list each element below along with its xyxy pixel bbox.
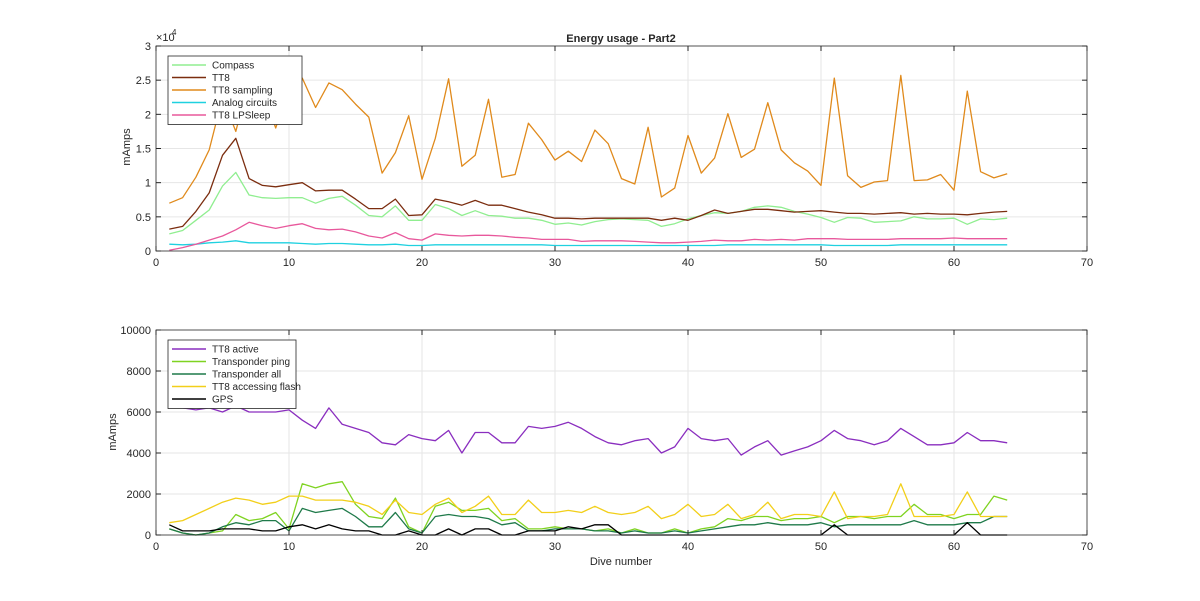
legend-label: TT8	[212, 73, 230, 84]
series-line-analog-circuits	[169, 240, 1008, 247]
series-line-compass	[169, 171, 1008, 235]
legend-label: Transponder all	[212, 370, 281, 381]
x-tick-label: 70	[1081, 541, 1093, 553]
x-tick-label: 20	[416, 541, 428, 553]
bottom-y-axis-label: mAmps	[107, 413, 119, 451]
y-exponent-power: 4	[172, 28, 177, 37]
plot-frame	[155, 329, 1088, 536]
x-axis-label: Dive number	[590, 556, 653, 568]
series-line-tt8-active	[169, 405, 1008, 456]
bottom-axes: 0 10 20 30 40 50 60 70 0 2000 4000 6000 8000 10000	[120, 325, 1093, 553]
legend-label: TT8 LPSleep	[212, 111, 271, 122]
x-tick-label: 40	[682, 541, 694, 553]
y-tick-label: 0	[145, 246, 151, 258]
x-tick-label: 70	[1081, 257, 1093, 269]
y-tick-label: 2.5	[136, 75, 151, 87]
energy-usage-bottom-plot: 0 10 20 30 40 50 60 70 0 2000 4000 6000 8000 10000 mA…	[107, 325, 1093, 568]
legend-label: TT8 accessing flash	[212, 382, 301, 393]
x-tick-label: 0	[153, 257, 159, 269]
x-tick-label: 60	[948, 541, 960, 553]
energy-usage-top-plot: 0 10 20 30 40 50 60 70 0 0.5 1 1.5 2 2.5 3 Energy usag…	[121, 28, 1093, 269]
y-tick-label: 6000	[127, 407, 151, 419]
x-tick-label: 10	[283, 541, 295, 553]
x-tick-label: 60	[948, 257, 960, 269]
x-tick-label: 30	[549, 257, 561, 269]
x-tick-label: 40	[682, 257, 694, 269]
series-line-tt8-sampling	[169, 74, 1008, 204]
x-tick-label: 0	[153, 541, 159, 553]
y-tick-label: 2	[145, 109, 151, 121]
y-tick-label: 1	[145, 178, 151, 190]
legend-label: Analog circuits	[212, 98, 277, 109]
chart-title: Energy usage - Part2	[566, 33, 675, 45]
top-axes: 0 10 20 30 40 50 60 70 0 0.5 1 1.5 2 2.5 3	[136, 41, 1093, 269]
y-tick-label: 0.5	[136, 212, 151, 224]
y-tick-label: 4000	[127, 448, 151, 460]
series-line-tt8-accessing-flash	[169, 483, 1008, 524]
x-tick-label: 30	[549, 541, 561, 553]
y-tick-label: 0	[145, 530, 151, 542]
y-tick-label: 3	[145, 41, 151, 53]
top-y-exponent: ×10 4	[156, 28, 177, 44]
legend-label: TT8 sampling	[212, 86, 273, 97]
top-grid	[156, 46, 1087, 251]
legend-label: Transponder ping	[212, 357, 290, 368]
legend-label: Compass	[212, 61, 254, 72]
series-line-tt8	[169, 137, 1008, 230]
y-exponent-base: ×10	[156, 32, 175, 44]
x-tick-label: 50	[815, 257, 827, 269]
bottom-series-lines	[169, 405, 1008, 536]
series-line-transponder-all	[169, 507, 1008, 536]
y-tick-label: 2000	[127, 489, 151, 501]
x-tick-label: 50	[815, 541, 827, 553]
x-tick-label: 20	[416, 257, 428, 269]
legend-label: GPS	[212, 395, 233, 406]
legend-label: TT8 active	[212, 345, 259, 356]
y-tick-label: 10000	[120, 325, 151, 337]
y-tick-label: 8000	[127, 366, 151, 378]
y-tick-label: 1.5	[136, 144, 151, 156]
top-y-axis-label: mAmps	[121, 128, 133, 166]
top-series-lines	[169, 74, 1008, 251]
series-line-tt8-lpsleep	[169, 221, 1008, 251]
x-tick-label: 10	[283, 257, 295, 269]
